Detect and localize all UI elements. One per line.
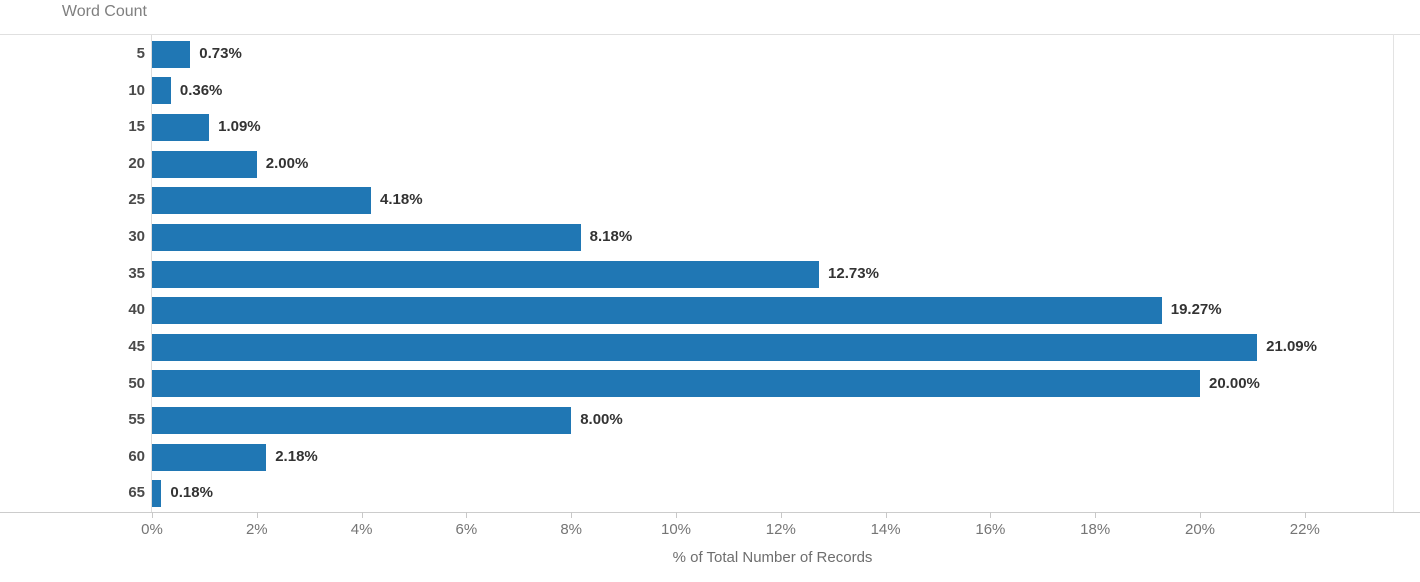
bar-value-label: 1.09% <box>218 118 261 136</box>
row-category-label: 15 <box>128 118 145 136</box>
x-tick-label: 8% <box>560 521 583 538</box>
x-tick-mark <box>885 512 887 518</box>
bar-value-label: 0.18% <box>170 484 213 502</box>
row-category-label: 40 <box>128 301 145 319</box>
bar-mark[interactable] <box>152 333 1258 361</box>
bar-mark[interactable] <box>152 77 171 105</box>
bar-mark[interactable] <box>152 150 257 178</box>
x-axis-line <box>0 512 1420 513</box>
bar-value-label: 8.18% <box>589 228 633 246</box>
bar-mark[interactable] <box>152 406 572 434</box>
row-category-label: 35 <box>128 264 145 282</box>
bar-value-label: 0.36% <box>179 81 223 99</box>
bar-value-label: 8.00% <box>580 411 623 429</box>
bar-value-label: 19.27% <box>1170 301 1222 319</box>
bar-mark[interactable] <box>152 260 820 288</box>
bar-value-label: 21.09% <box>1266 337 1317 355</box>
bar-mark[interactable] <box>152 114 210 142</box>
x-tick-mark <box>990 512 992 518</box>
row-category-label: 65 <box>128 484 145 502</box>
x-tick-mark <box>571 512 573 518</box>
bar-value-label: 20.00% <box>1209 374 1260 392</box>
bar-mark[interactable] <box>152 370 1200 398</box>
x-tick-label: 16% <box>975 521 1006 538</box>
bar-value-label: 2.18% <box>275 447 318 465</box>
row-category-label: 25 <box>128 191 145 209</box>
x-tick-mark <box>256 512 258 518</box>
bar-mark[interactable] <box>152 443 267 471</box>
x-axis-title: % of Total Number of Records <box>672 549 873 566</box>
x-tick-label: 22% <box>1289 521 1320 538</box>
x-tick-label: 4% <box>350 521 373 538</box>
bar-value-label: 2.00% <box>265 154 309 172</box>
bar-value-label: 0.73% <box>199 45 242 62</box>
x-tick-mark <box>1200 512 1201 518</box>
x-tick-label: 2% <box>245 521 268 538</box>
x-tick-label: 0% <box>141 521 163 538</box>
bar-mark[interactable] <box>152 223 581 251</box>
bar-mark[interactable] <box>152 187 372 215</box>
x-tick-mark <box>1304 512 1306 518</box>
x-tick-label: 20% <box>1184 521 1216 538</box>
bar-value-label: 4.18% <box>380 191 423 209</box>
x-tick-mark <box>1095 512 1097 518</box>
plot-right-border <box>1393 34 1394 512</box>
x-tick-mark <box>676 512 677 518</box>
x-tick-mark <box>361 512 363 518</box>
row-category-label: 50 <box>128 374 145 392</box>
x-tick-label: 6% <box>455 521 478 538</box>
x-tick-mark <box>780 512 782 518</box>
bar-value-label: 12.73% <box>828 264 879 282</box>
row-category-label: 45 <box>128 337 145 355</box>
column-field-label: Word Count <box>61 3 147 20</box>
bar-mark[interactable] <box>152 297 1162 325</box>
row-category-label: 60 <box>128 447 145 465</box>
row-category-label: 5 <box>136 45 145 62</box>
x-tick-label: 10% <box>660 521 692 538</box>
x-tick-mark <box>152 512 153 518</box>
x-tick-label: 18% <box>1080 521 1111 538</box>
row-category-label: 30 <box>128 228 145 246</box>
row-category-label: 20 <box>128 154 145 172</box>
x-tick-label: 12% <box>765 521 796 538</box>
x-tick-mark <box>466 512 468 518</box>
row-category-label: 10 <box>128 81 145 99</box>
bar-mark[interactable] <box>152 480 162 508</box>
row-category-label: 55 <box>128 411 145 429</box>
header-divider-line <box>0 34 1420 35</box>
x-tick-label: 14% <box>870 521 901 538</box>
zero-axis-line <box>151 35 152 512</box>
bar-mark[interactable] <box>152 40 191 68</box>
